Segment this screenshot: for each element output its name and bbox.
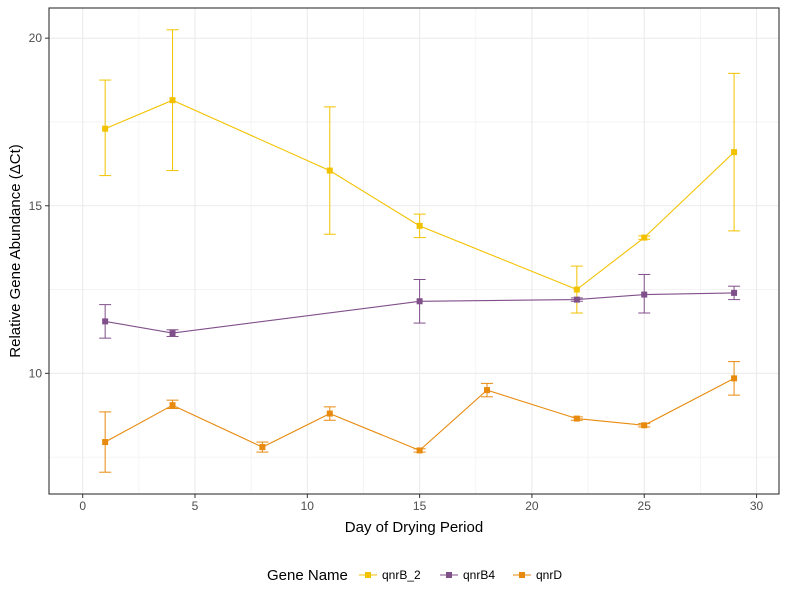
x-axis-title: Day of Drying Period <box>345 519 483 536</box>
legend-title: Gene Name <box>267 567 348 584</box>
series-line-qnrB4 <box>105 292 735 334</box>
data-point <box>573 415 580 422</box>
x-tick-label: 0 <box>79 499 86 513</box>
data-point <box>326 410 333 417</box>
series-qnrB_2 <box>99 29 741 314</box>
data-point <box>416 298 423 305</box>
legend: Gene Name qnrB_2 qnrB4 qnrD <box>267 567 562 584</box>
x-tick-label: 25 <box>638 499 652 513</box>
series-qnrB4 <box>99 273 741 339</box>
legend-key-point <box>519 572 525 578</box>
data-point <box>731 149 738 156</box>
legend-label-qnrB_2: qnrB_2 <box>382 568 421 582</box>
data-point <box>731 375 738 382</box>
x-tick-label: 20 <box>525 499 539 513</box>
data-point <box>641 422 648 429</box>
data-point <box>169 402 176 409</box>
y-tick-label: 20 <box>29 31 43 45</box>
data-point <box>416 447 423 454</box>
data-point <box>326 167 333 174</box>
data-point <box>573 286 580 293</box>
data-point <box>484 387 490 394</box>
y-tick-label: 15 <box>29 199 43 213</box>
axis-layer: 0 5 10 15 20 25 30 10 15 20 Day of Drying Period Re… <box>7 7 780 536</box>
data-point <box>641 291 648 298</box>
x-tick-label: 5 <box>192 499 199 513</box>
legend-key-point <box>446 572 452 578</box>
data-point <box>102 125 109 132</box>
panel-border <box>48 7 780 495</box>
series-layer <box>99 29 741 473</box>
data-point <box>169 330 176 337</box>
data-point <box>102 318 109 325</box>
data-point <box>259 444 266 451</box>
data-point <box>102 439 109 446</box>
x-tick-label: 30 <box>750 499 764 513</box>
data-point <box>169 97 176 104</box>
data-point <box>573 296 580 303</box>
data-point <box>641 234 648 241</box>
legend-key-point <box>365 572 371 578</box>
data-point <box>731 289 738 296</box>
x-tick-label: 15 <box>413 499 427 513</box>
legend-label-qnrB4: qnrB4 <box>463 568 495 582</box>
x-tick-label: 10 <box>301 499 315 513</box>
y-tick-label: 10 <box>29 366 43 380</box>
legend-label-qnrD: qnrD <box>536 568 562 582</box>
y-axis-title: Relative Gene Abundance (ΔCt) <box>7 144 24 357</box>
data-point <box>416 222 423 229</box>
plot-panel <box>49 8 779 494</box>
series-qnrD <box>99 361 741 473</box>
